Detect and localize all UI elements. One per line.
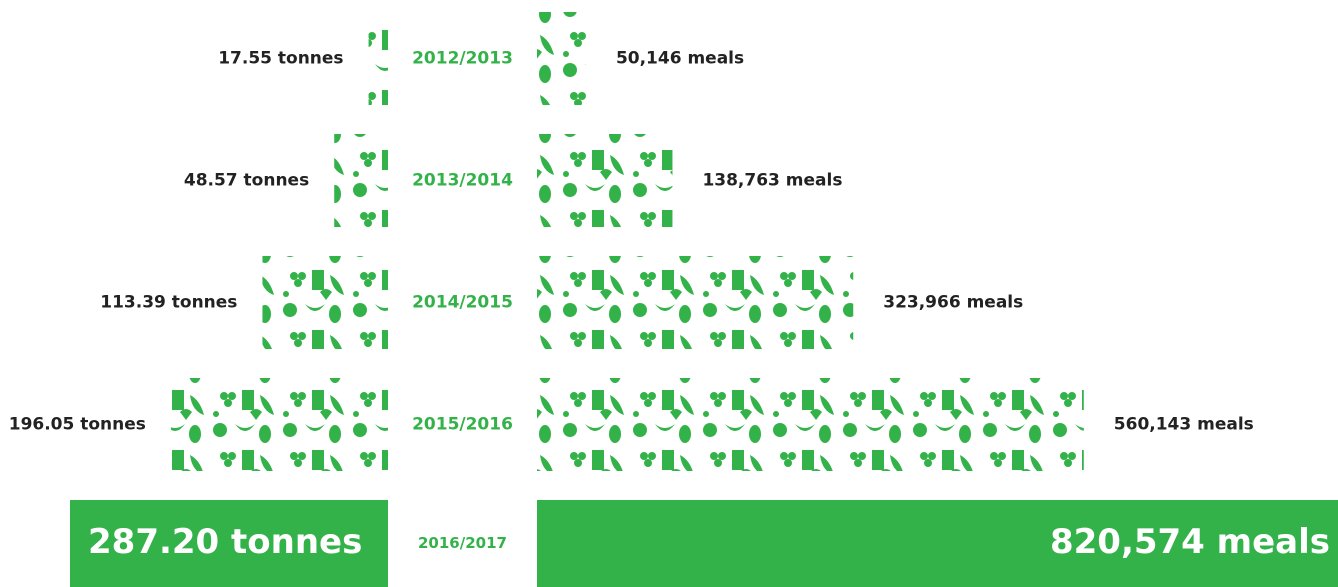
meals-bar xyxy=(537,256,853,349)
tonnes-bar xyxy=(171,378,388,471)
tonnes-label: 196.05 tonnes xyxy=(9,415,146,435)
tonnes-label: 17.55 tonnes xyxy=(218,49,343,69)
year-label: 2014/2015 xyxy=(412,293,513,313)
year-label: 2012/2013 xyxy=(412,49,513,69)
meals-bar xyxy=(537,134,672,227)
tonnes-label: 48.57 tonnes xyxy=(184,171,309,191)
tonnes-bar xyxy=(262,256,388,349)
tonnes-label: 113.39 tonnes xyxy=(100,293,237,313)
meals-bar xyxy=(537,12,586,105)
meals-label: 323,966 meals xyxy=(883,293,1023,313)
year-label: 2013/2014 xyxy=(412,171,513,191)
meals-label: 820,574 meals xyxy=(1050,522,1330,562)
tonnes-bar xyxy=(334,134,388,227)
meals-label: 560,143 meals xyxy=(1114,415,1254,435)
year-label: 2016/2017 xyxy=(418,534,507,552)
page: 2012/2013 17.55 tonnes 50,146 meals 2013/20… xyxy=(0,0,1338,587)
meals-label: 50,146 meals xyxy=(616,49,744,69)
meals-label: 138,763 meals xyxy=(702,171,842,191)
meals-bar xyxy=(537,378,1084,471)
tonnes-bar xyxy=(369,12,388,105)
tonnes-label: 287.20 tonnes xyxy=(88,522,362,562)
chart: 2012/2013 17.55 tonnes 50,146 meals 2013/20… xyxy=(0,0,1338,587)
year-label: 2015/2016 xyxy=(412,415,513,435)
